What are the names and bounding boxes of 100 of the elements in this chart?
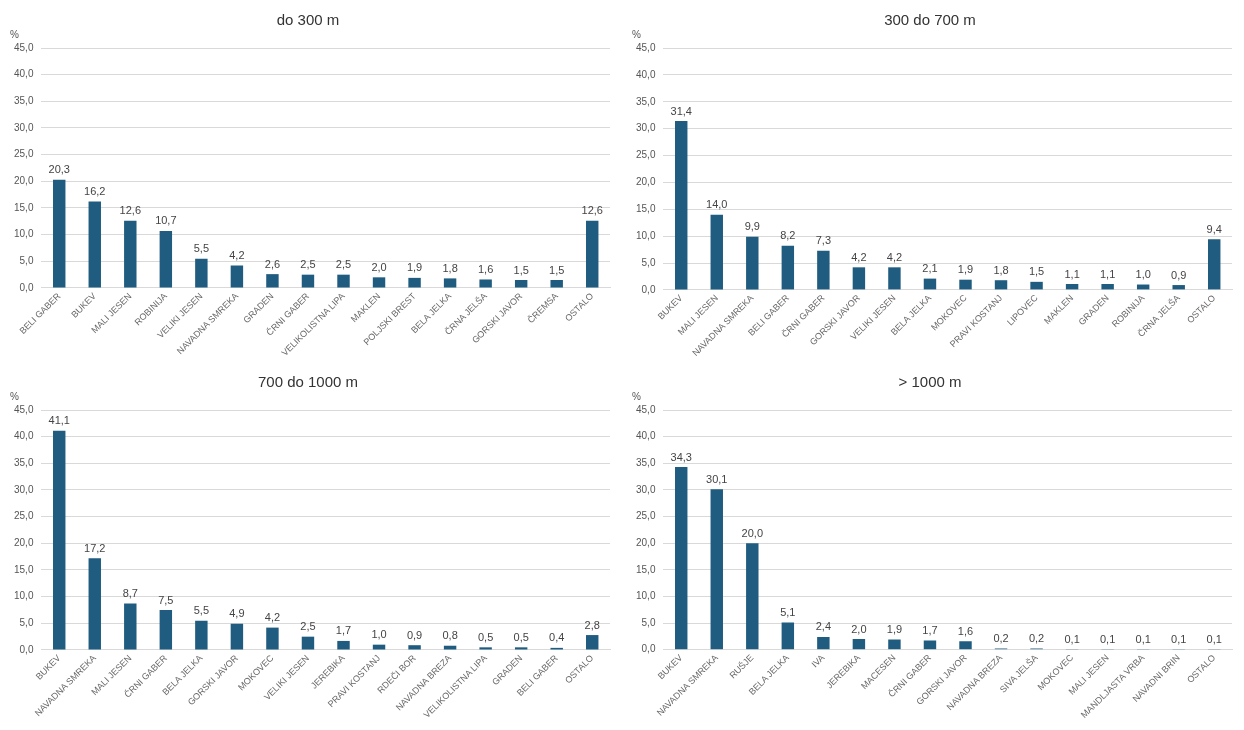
y-tick-label: 25,0	[635, 510, 656, 522]
y-tick-label: 10,0	[13, 590, 34, 602]
y-tick-label: 35,0	[635, 95, 656, 107]
data-label: 0,1	[1099, 632, 1116, 645]
bar	[586, 220, 599, 288]
bar	[586, 635, 599, 650]
y-tick-label: 15,0	[635, 203, 656, 215]
data-label: 10,7	[155, 214, 177, 227]
x-tick-label: IVA	[809, 652, 827, 670]
bar	[746, 236, 759, 290]
y-tick-label: 30,0	[635, 483, 656, 495]
bar	[195, 620, 208, 650]
y-tick-label: 5,0	[641, 256, 656, 268]
data-label: 31,4	[670, 104, 692, 117]
bar	[230, 623, 244, 650]
data-label: 4,2	[886, 250, 903, 263]
data-label: 1,6	[477, 263, 494, 275]
data-label: 1,7	[335, 624, 352, 637]
chart-title: 700 do 1000 m	[257, 373, 359, 391]
data-label: 0,1	[1135, 632, 1151, 645]
bar	[266, 627, 279, 650]
data-label: 1,1	[1099, 267, 1116, 280]
data-label: 0,5	[477, 630, 494, 643]
y-tick-label: 40,0	[635, 68, 656, 80]
bar	[159, 610, 173, 650]
bar	[1065, 283, 1079, 290]
y-tick-label: 20,0	[635, 176, 656, 188]
bar	[675, 121, 688, 290]
bar	[159, 230, 173, 288]
bar	[479, 279, 492, 288]
y-tick-label: 25,0	[635, 149, 656, 161]
y-tick-label: 40,0	[13, 68, 34, 80]
y-tick-label: 40,0	[13, 430, 34, 442]
data-label: 2,8	[584, 618, 600, 631]
y-tick-label: 35,0	[635, 457, 656, 469]
y-tick-label: 15,0	[635, 563, 656, 575]
data-label: 20,3	[48, 163, 70, 176]
bar	[1030, 281, 1043, 290]
data-label: 4,9	[229, 607, 245, 620]
bar	[124, 220, 137, 288]
data-label: 0,1	[1064, 632, 1080, 645]
data-label: 0,8	[442, 629, 458, 642]
y-tick-label: 45,0	[13, 41, 34, 53]
data-label: 2,5	[300, 258, 316, 271]
y-tick-label: 10,0	[13, 228, 34, 240]
y-tick-label: 35,0	[13, 95, 34, 107]
y-tick-label: 30,0	[13, 121, 34, 133]
bar	[817, 250, 830, 290]
y-tick-label: 0,0	[641, 283, 656, 295]
y-tick-label: 15,0	[13, 563, 34, 575]
bar	[923, 640, 937, 650]
bar	[994, 280, 1008, 290]
bar	[408, 277, 421, 288]
y-tick-label: 25,0	[13, 148, 34, 160]
data-label: 0,9	[406, 628, 423, 641]
y-tick-label: 15,0	[13, 201, 34, 213]
bar	[746, 543, 759, 650]
data-label: 30,1	[706, 472, 728, 485]
data-label: 4,2	[851, 250, 867, 263]
data-label: 2,1	[922, 262, 938, 275]
data-label: 8,7	[122, 587, 138, 600]
data-label: 12,6	[119, 204, 142, 217]
y-tick-label: 0,0	[641, 643, 656, 655]
data-label: 1,1	[1064, 267, 1080, 280]
data-label: 0,4	[549, 631, 565, 644]
y-tick-label: 0,0	[19, 281, 34, 293]
y-tick-label: 10,0	[635, 590, 656, 602]
bar	[710, 214, 723, 290]
y-tick-label: 20,0	[13, 175, 34, 187]
bar	[230, 265, 244, 288]
data-label: 1,5	[513, 263, 529, 276]
bar	[923, 278, 937, 290]
y-tick-label: 45,0	[13, 403, 34, 415]
bar	[443, 278, 457, 288]
y-tick-label: 45,0	[635, 41, 656, 53]
bar	[337, 640, 350, 650]
bar	[888, 267, 901, 290]
y-axis-title: %	[10, 390, 19, 402]
y-tick-label: 35,0	[13, 457, 34, 469]
bar	[959, 641, 972, 650]
y-axis-title: %	[10, 28, 19, 40]
data-label: 0,2	[1028, 632, 1045, 645]
bar	[888, 639, 901, 650]
data-label: 34,3	[670, 450, 692, 463]
bar	[514, 280, 528, 288]
bar	[372, 277, 386, 288]
data-label: 2,5	[335, 258, 352, 271]
bar	[852, 267, 866, 290]
y-tick-label: 25,0	[13, 510, 34, 522]
data-label: 4,2	[229, 249, 245, 262]
data-label: 1,9	[406, 261, 423, 274]
data-label: 7,5	[158, 593, 174, 606]
y-axis-title: %	[632, 390, 641, 402]
data-label: 2,6	[264, 257, 281, 270]
bar	[1172, 285, 1185, 290]
data-label: 9,4	[1206, 222, 1222, 235]
bar	[479, 647, 492, 650]
y-tick-label: 30,0	[635, 122, 656, 134]
data-label: 41,1	[48, 414, 70, 427]
data-label: 1,5	[549, 263, 565, 276]
